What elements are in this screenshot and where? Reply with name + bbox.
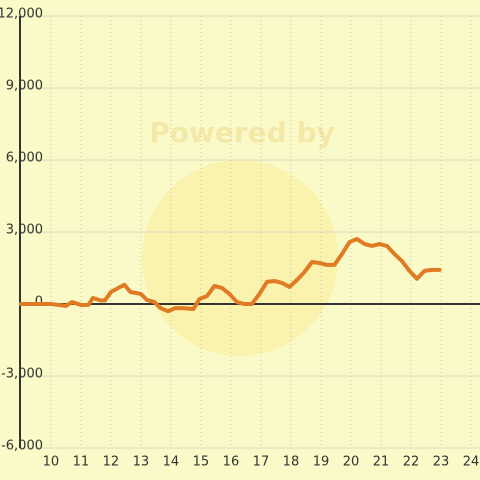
watermark-logo [142,160,338,356]
x-tick-label: 14 [163,455,180,470]
x-tick-label: 20 [343,455,360,470]
x-tick-label: 21 [373,455,390,470]
x-tick-label: 22 [403,455,420,470]
y-tick-label: 6,000 [6,151,43,166]
x-tick-label: 23 [433,455,450,470]
x-tick-label: 11 [73,455,90,470]
x-tick-label: 19 [313,455,330,470]
y-tick-label: 9,000 [6,79,43,94]
x-tick-label: 17 [253,455,270,470]
x-tick-label: 12 [103,455,120,470]
x-tick-label: 15 [193,455,210,470]
y-tick-label: 3,000 [6,223,43,238]
x-tick-label: 10 [43,455,60,470]
y-tick-label: 12,000 [0,7,43,22]
x-tick-label: 24 [463,455,480,470]
x-tick-label: 13 [133,455,150,470]
y-tick-label: -6,000 [1,439,43,454]
watermark-text: Powered by [149,116,335,149]
x-tick-label: 16 [223,455,240,470]
x-tick-label: 18 [283,455,300,470]
y-tick-label: -3,000 [1,367,43,382]
data-line [18,236,442,314]
